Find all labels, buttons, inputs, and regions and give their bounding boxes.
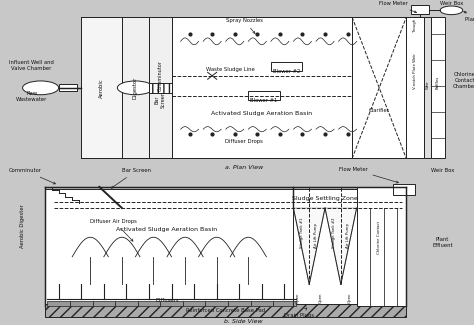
Text: Trough: Trough: [413, 19, 417, 32]
Text: Influent Well and
Valve Chamber: Influent Well and Valve Chamber: [9, 60, 54, 71]
Text: Weir Box: Weir Box: [431, 168, 454, 173]
Text: Diffusers: Diffusers: [155, 298, 179, 303]
Bar: [45, 188, 406, 306]
Bar: [59, 84, 77, 91]
Bar: [205, 302, 228, 306]
Text: Plant
Effluent: Plant Effluent: [432, 237, 453, 248]
Text: Aerobic: Aerobic: [99, 78, 104, 98]
Text: Spray Nozzles: Spray Nozzles: [226, 19, 263, 33]
Bar: [172, 17, 352, 159]
Bar: [45, 304, 406, 317]
Bar: [183, 302, 205, 306]
Text: Clarifier: Clarifier: [369, 108, 390, 113]
Text: Aerobic Digester: Aerobic Digester: [20, 204, 25, 248]
Text: Weir: Weir: [426, 80, 429, 89]
Text: Reinforced Concrete Base Pad: Reinforced Concrete Base Pad: [186, 308, 265, 313]
Bar: [406, 17, 424, 159]
Text: a. Plan View: a. Plan View: [225, 165, 263, 170]
Text: Sludge Settling Zone: Sludge Settling Zone: [292, 196, 358, 201]
Circle shape: [23, 81, 59, 95]
Text: Digestor: Digestor: [133, 77, 138, 99]
Bar: [47, 302, 70, 306]
Circle shape: [118, 81, 154, 95]
Bar: [160, 302, 183, 306]
Bar: [115, 302, 137, 306]
Text: Blower #2: Blower #2: [273, 69, 301, 74]
Text: Air Lift Pump: Air Lift Pump: [314, 223, 318, 248]
Bar: [271, 62, 302, 71]
Bar: [273, 302, 296, 306]
Text: Open: Open: [296, 293, 300, 303]
Text: Waste Sludge Line: Waste Sludge Line: [206, 67, 255, 72]
Text: Chlorine Contact: Chlorine Contact: [377, 222, 381, 254]
Text: Drain Plugs: Drain Plugs: [284, 308, 315, 318]
Bar: [137, 302, 160, 306]
Bar: [411, 5, 429, 14]
Bar: [431, 17, 445, 159]
Text: Comminutor: Comminutor: [158, 60, 163, 91]
Text: Diffuser Drops: Diffuser Drops: [225, 139, 263, 144]
Bar: [248, 91, 280, 100]
Text: Bar Screen: Bar Screen: [111, 168, 151, 188]
Text: Open: Open: [348, 293, 352, 303]
Bar: [251, 302, 273, 306]
Bar: [149, 83, 172, 93]
Text: Activated Sludge Aeration Basin: Activated Sludge Aeration Basin: [117, 227, 218, 232]
Bar: [352, 17, 406, 159]
Text: Plant Effluent: Plant Effluent: [464, 11, 474, 22]
Text: Flow Meter: Flow Meter: [379, 1, 417, 13]
Text: Activated Sludge Aeration Basin: Activated Sludge Aeration Basin: [211, 111, 312, 116]
Text: Air Lift Pump: Air Lift Pump: [346, 223, 350, 248]
Polygon shape: [325, 208, 356, 284]
Text: V-notch Plate Weir: V-notch Plate Weir: [413, 53, 417, 89]
Bar: [81, 17, 122, 159]
Text: Raw
Wastewater: Raw Wastewater: [16, 91, 47, 102]
Polygon shape: [293, 208, 325, 284]
Text: Bar
Screen: Bar Screen: [155, 91, 165, 108]
Text: Comminutor: Comminutor: [9, 168, 55, 184]
Text: Flow Meter: Flow Meter: [338, 167, 398, 183]
Text: Open: Open: [319, 293, 322, 303]
Bar: [70, 302, 92, 306]
Bar: [92, 302, 115, 306]
Text: Weir Box: Weir Box: [440, 1, 463, 6]
Bar: [356, 187, 406, 306]
Circle shape: [440, 6, 463, 15]
Bar: [228, 302, 251, 306]
Bar: [393, 184, 415, 195]
Bar: [149, 17, 172, 159]
Text: Sludge Tank #1: Sludge Tank #1: [301, 217, 304, 248]
Bar: [424, 17, 431, 159]
Bar: [81, 17, 424, 159]
Text: Sludge Tank #2: Sludge Tank #2: [332, 217, 336, 248]
Text: Diffuser Air Drops: Diffuser Air Drops: [90, 219, 137, 241]
Text: b. Side View: b. Side View: [225, 319, 263, 324]
Text: Baffles: Baffles: [436, 76, 440, 89]
Bar: [122, 17, 149, 159]
Text: Blower #1: Blower #1: [250, 98, 278, 103]
Text: Chlorine
Contact
Chamber: Chlorine Contact Chamber: [453, 72, 474, 89]
